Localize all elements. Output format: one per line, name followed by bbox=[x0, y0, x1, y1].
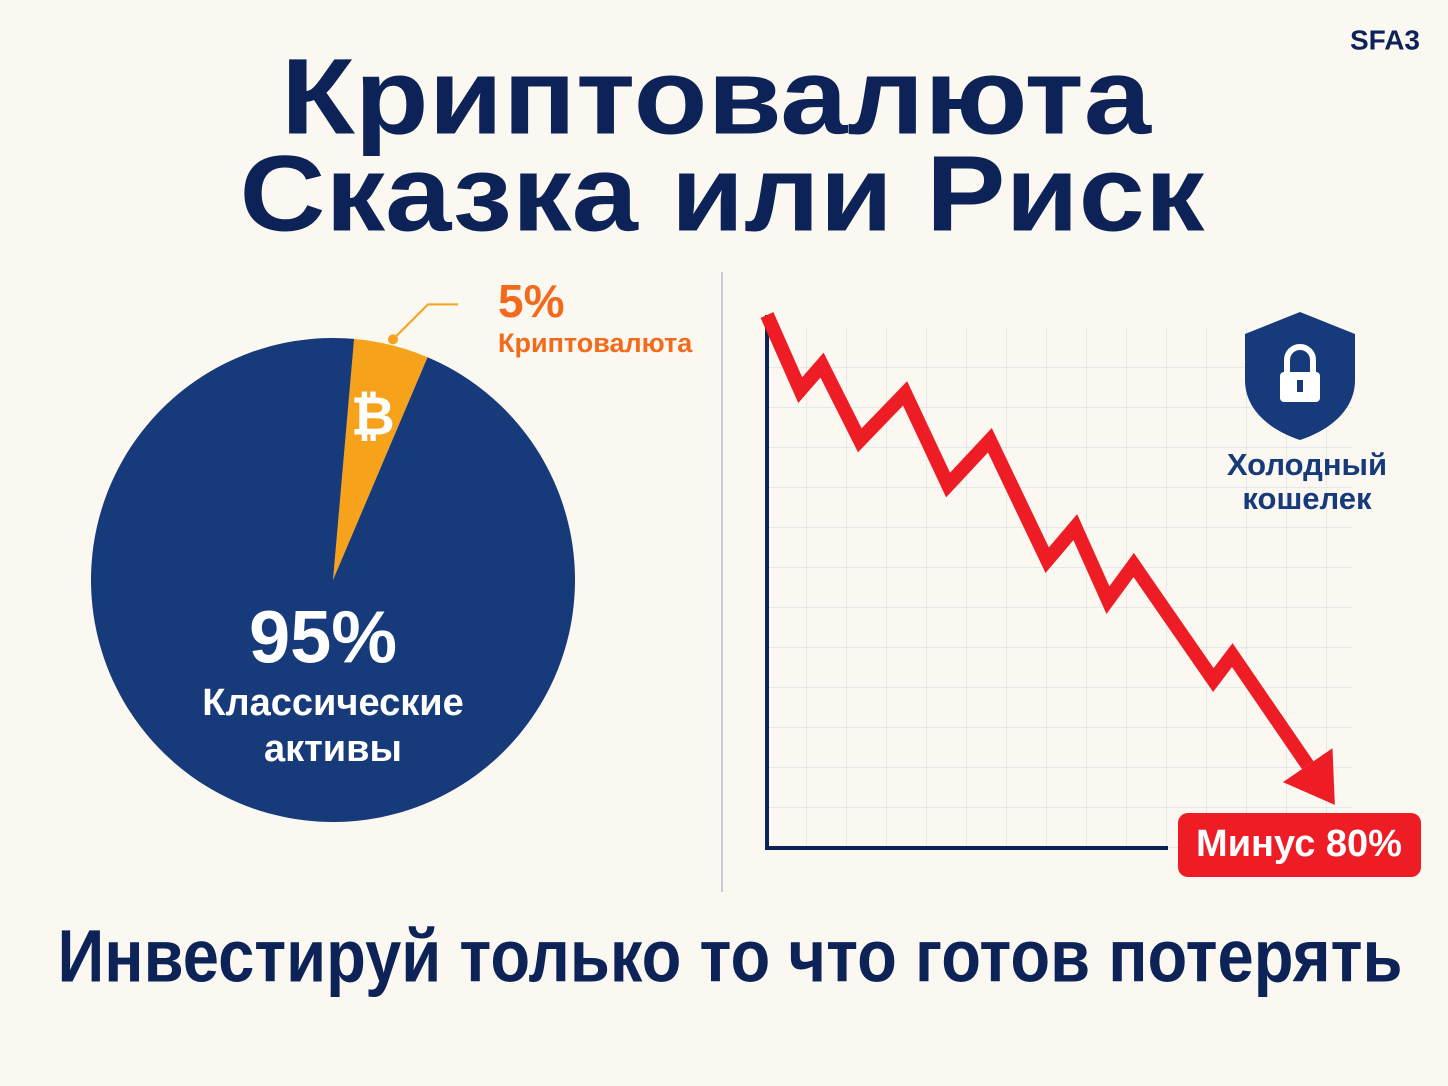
pie-slice bbox=[333, 338, 428, 580]
leader-dot bbox=[387, 334, 398, 345]
crypto-symbol: ₿ bbox=[351, 387, 395, 447]
annotation: Минус 80% bbox=[1196, 823, 1402, 865]
slice-label: Классические активы bbox=[202, 682, 463, 770]
annotation-badge bbox=[1178, 813, 1421, 877]
slice-value-label: 5% bbox=[498, 275, 564, 327]
arrowhead bbox=[1282, 748, 1335, 805]
leader-line bbox=[392, 303, 458, 341]
plot-grid bbox=[767, 328, 1352, 848]
slice-value-label: 95% bbox=[249, 596, 397, 679]
footer: Инвестируй только то что готов потерять bbox=[58, 915, 1403, 998]
brand: SFA3 bbox=[1350, 24, 1420, 55]
side-label: Холодный кошелек bbox=[1227, 447, 1387, 516]
shield-icon bbox=[1245, 312, 1355, 440]
line-series bbox=[760, 312, 1314, 770]
slice-label: Криптовалюта bbox=[498, 328, 693, 358]
pie-slice bbox=[90, 338, 575, 822]
title-line: Криптовалюта bbox=[281, 36, 1152, 157]
title-line: Сказка или Риск bbox=[240, 133, 1206, 254]
